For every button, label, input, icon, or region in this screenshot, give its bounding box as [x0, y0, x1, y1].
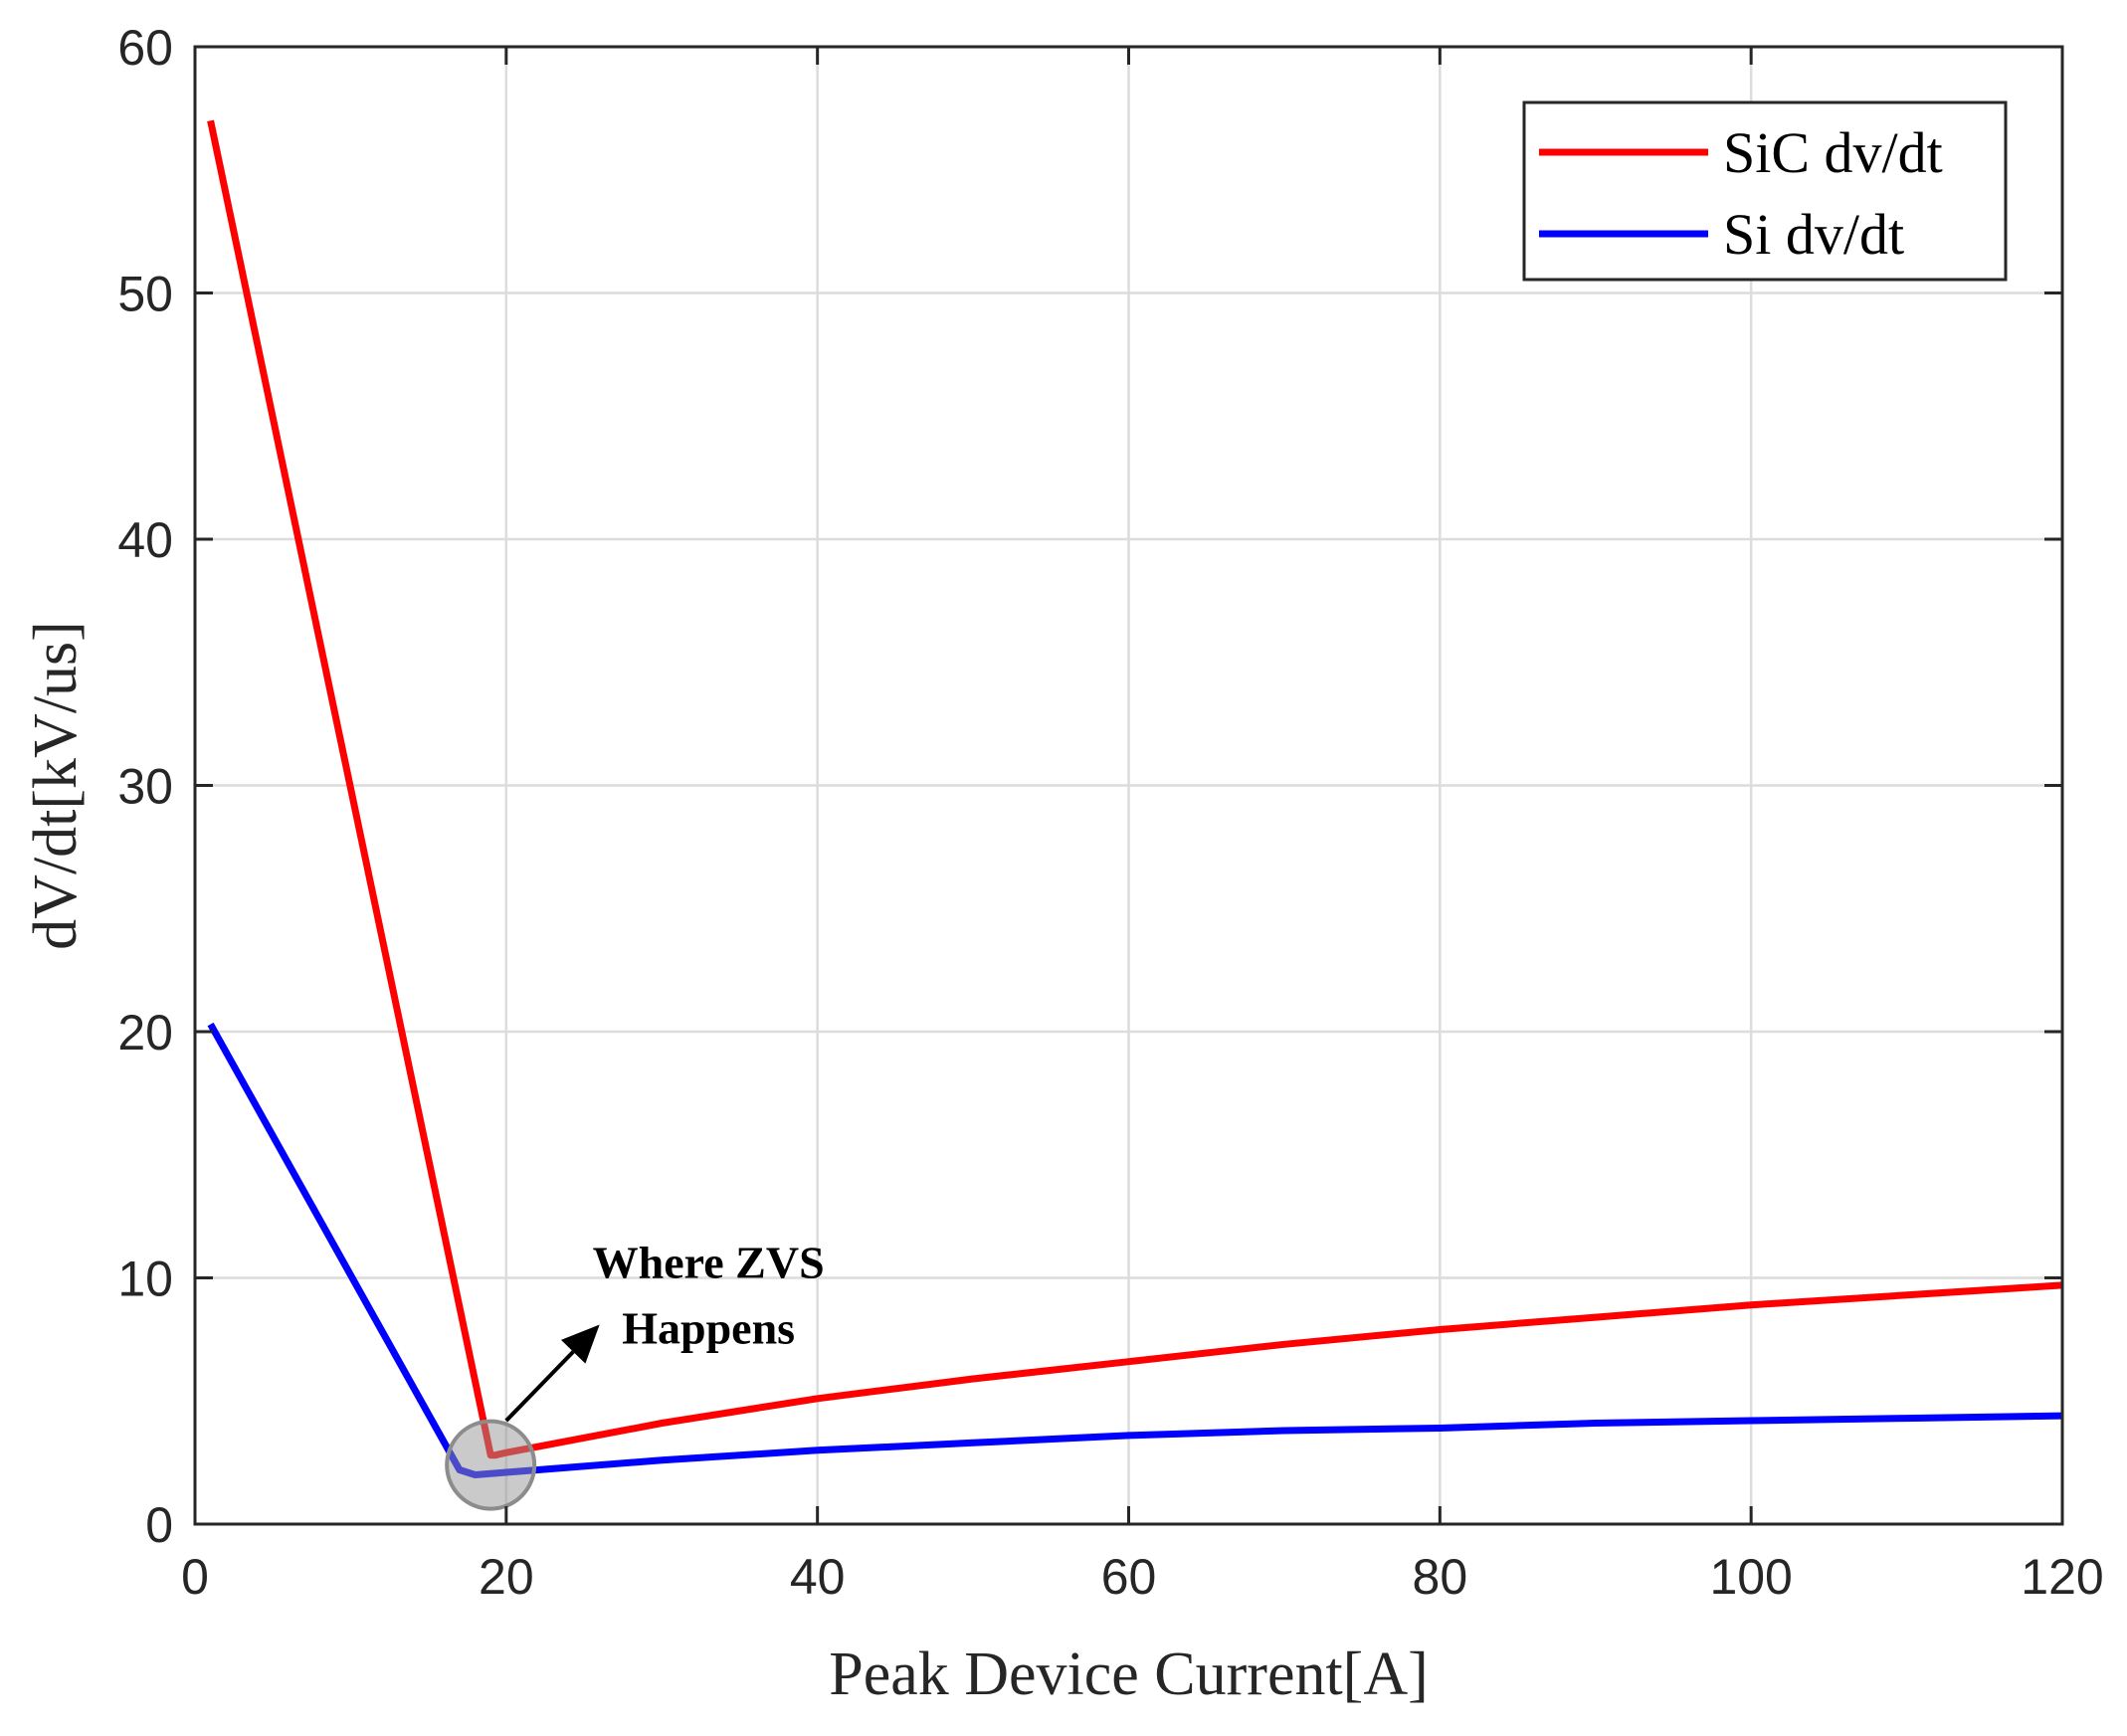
- y-tick-label: 10: [117, 1252, 173, 1307]
- x-tick-label: 40: [790, 1549, 846, 1605]
- zvs-marker-circle: [445, 1419, 537, 1511]
- x-tick-label: 20: [479, 1549, 534, 1605]
- x-axis-title: Peak Device Current[A]: [829, 1640, 1429, 1708]
- zvs-arrow-shaft: [504, 1350, 575, 1423]
- legend-label-si: Si dv/dt: [1723, 202, 1904, 267]
- x-tick-label: 100: [1709, 1549, 1792, 1605]
- x-tick-label: 80: [1413, 1549, 1468, 1605]
- y-tick-label: 20: [117, 1005, 173, 1061]
- annotation-layer: Where ZVS Happens: [445, 1238, 825, 1511]
- y-tick-label: 60: [117, 20, 173, 76]
- y-axis-title: dV/dt[kV/us]: [22, 621, 90, 950]
- x-tick-label: 120: [2021, 1549, 2103, 1605]
- x-tick-label: 60: [1101, 1549, 1157, 1605]
- legend: SiC dv/dt Si dv/dt: [1522, 100, 2008, 282]
- grid-lines: [195, 47, 2062, 1524]
- zvs-arrow-head: [561, 1324, 600, 1364]
- tick-labels: 0 20 40 60 80 100 120 0 10 20 30 40 50 60: [117, 20, 2103, 1605]
- x-tick-label: 0: [181, 1549, 209, 1605]
- y-tick-label: 50: [117, 267, 173, 322]
- zvs-annotation-text: Happens: [622, 1303, 795, 1354]
- zvs-annotation-text: Where ZVS: [593, 1238, 825, 1288]
- y-tick-label: 30: [117, 759, 173, 815]
- y-tick-label: 40: [117, 512, 173, 568]
- legend-label-sic: SiC dv/dt: [1723, 120, 1943, 185]
- legend-box: [1522, 100, 2008, 282]
- axes-layer: [193, 45, 2064, 1526]
- y-tick-label: 0: [145, 1497, 173, 1553]
